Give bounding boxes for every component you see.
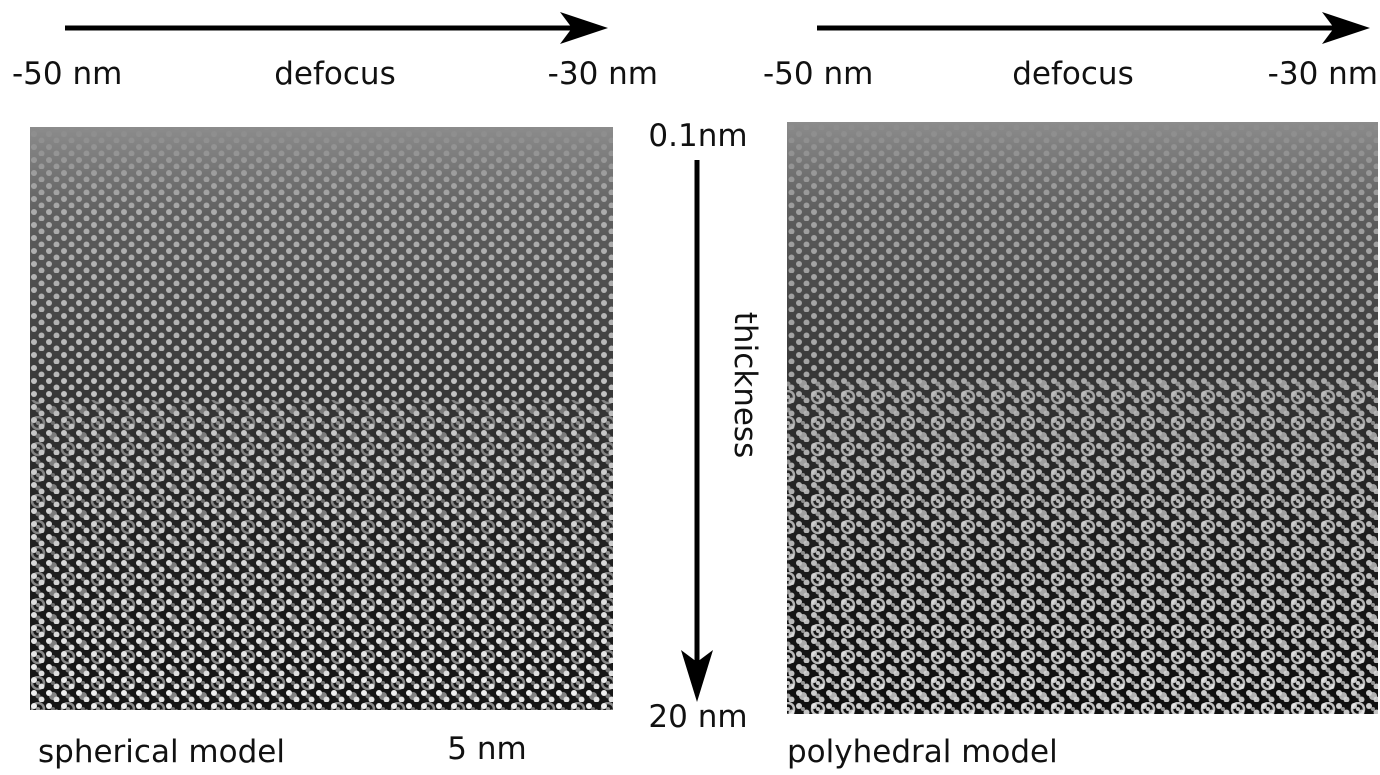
defocus-start: -50 nm bbox=[763, 56, 873, 92]
scale-label: 5 nm bbox=[447, 731, 526, 767]
hrtem-image bbox=[787, 122, 1378, 714]
thickness-bottom: 20 nm bbox=[648, 699, 747, 735]
arrow-head bbox=[560, 12, 608, 44]
defocus-label: defocus bbox=[274, 56, 395, 92]
defocus-end: -30 nm bbox=[1268, 56, 1378, 92]
thickness-top: 0.1nm bbox=[648, 118, 747, 154]
caption: polyhedral model bbox=[787, 734, 1058, 770]
arrow-head bbox=[681, 650, 713, 702]
arrow-head bbox=[1322, 12, 1370, 44]
defocus-start: -50 nm bbox=[12, 56, 122, 92]
thickness-label: thickness bbox=[727, 312, 763, 458]
defocus-end: -30 nm bbox=[548, 56, 658, 92]
defocus-label: defocus bbox=[1012, 56, 1133, 92]
hrtem-image bbox=[30, 127, 613, 710]
caption: spherical model bbox=[38, 734, 285, 770]
